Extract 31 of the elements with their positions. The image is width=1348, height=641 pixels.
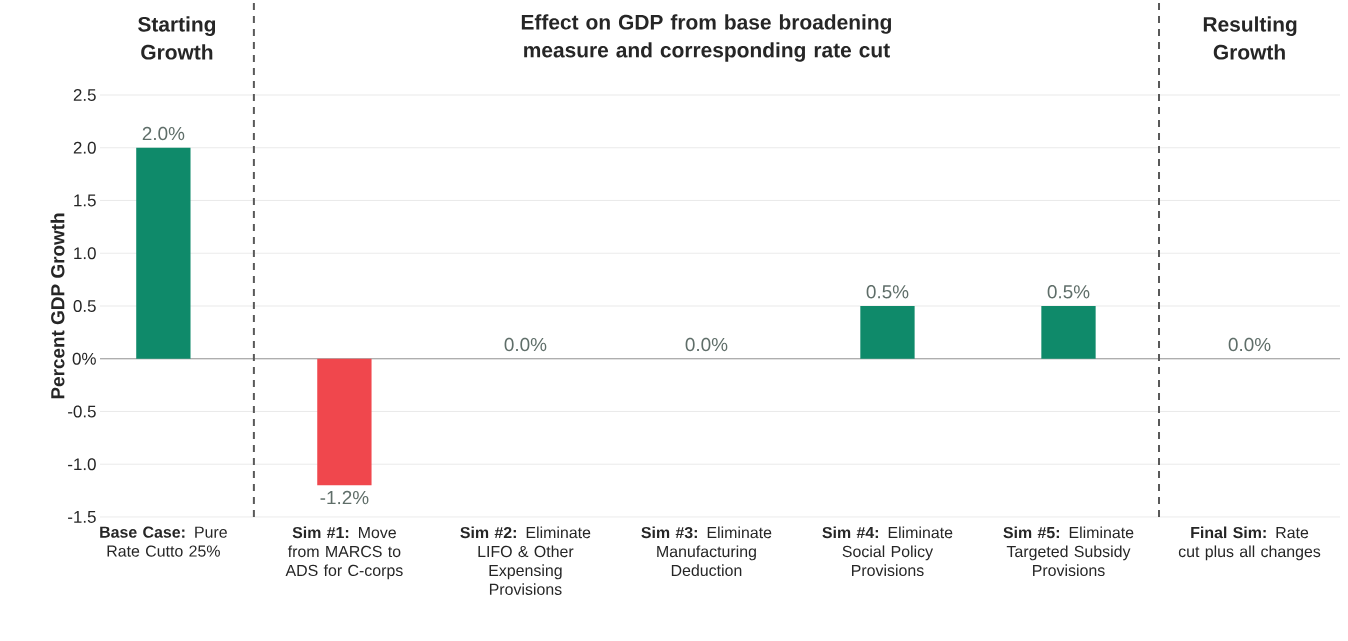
y-tick-label: 2.5 <box>73 88 96 101</box>
text: Resulting Growth <box>1203 16 1297 60</box>
data-label: 0.0% <box>1228 337 1271 352</box>
y-axis-title: Percent GDP Growth <box>50 213 65 399</box>
x-tick-label: Sim #2: Eliminate LIFO & Other Expensing Provisions <box>460 526 591 595</box>
data-label: 2.0% <box>142 126 185 141</box>
y-tick-label: 1.0 <box>74 247 96 260</box>
y-tick-label: 0.5 <box>73 299 96 312</box>
bar <box>317 358 372 486</box>
y-tick-label: 1.5 <box>74 194 96 207</box>
x-tick-label: Sim #1: Move from MARCS to ADS for C-corps <box>285 526 403 580</box>
data-label: 0.5% <box>866 285 909 299</box>
bar <box>860 305 915 359</box>
y-tick-label: -1.5 <box>68 511 96 523</box>
x-tick-label: Final Sim: Rate cut plus all changes <box>1178 526 1321 561</box>
y-tick-label: 2.0 <box>73 141 96 154</box>
data-label: 0.0% <box>504 337 547 352</box>
text: Effect on GDP from base broadening measure and corresponding rate cut <box>521 14 892 62</box>
text: Starting Growth <box>138 16 216 60</box>
x-tick-label: Sim #5: Eliminate Targeted Subsidy Provisions <box>1003 526 1134 577</box>
bar <box>1041 305 1096 359</box>
data-label: 0.5% <box>1047 285 1090 299</box>
data-label: 0.0% <box>685 337 728 352</box>
data-label: -1.2% <box>320 490 369 505</box>
y-tick-label: -1.0 <box>68 458 96 471</box>
bar <box>136 147 191 359</box>
x-tick-label: Sim #3: Eliminate Manufacturing Deduction <box>641 526 772 577</box>
x-tick-label: Base Case: Pure Rate Cutto 25% <box>100 526 227 557</box>
y-tick-label: 0% <box>72 352 96 365</box>
x-tick-label: Sim #4: Eliminate Social Policy Provisions <box>822 526 953 577</box>
y-tick-label: -0.5 <box>68 405 96 418</box>
